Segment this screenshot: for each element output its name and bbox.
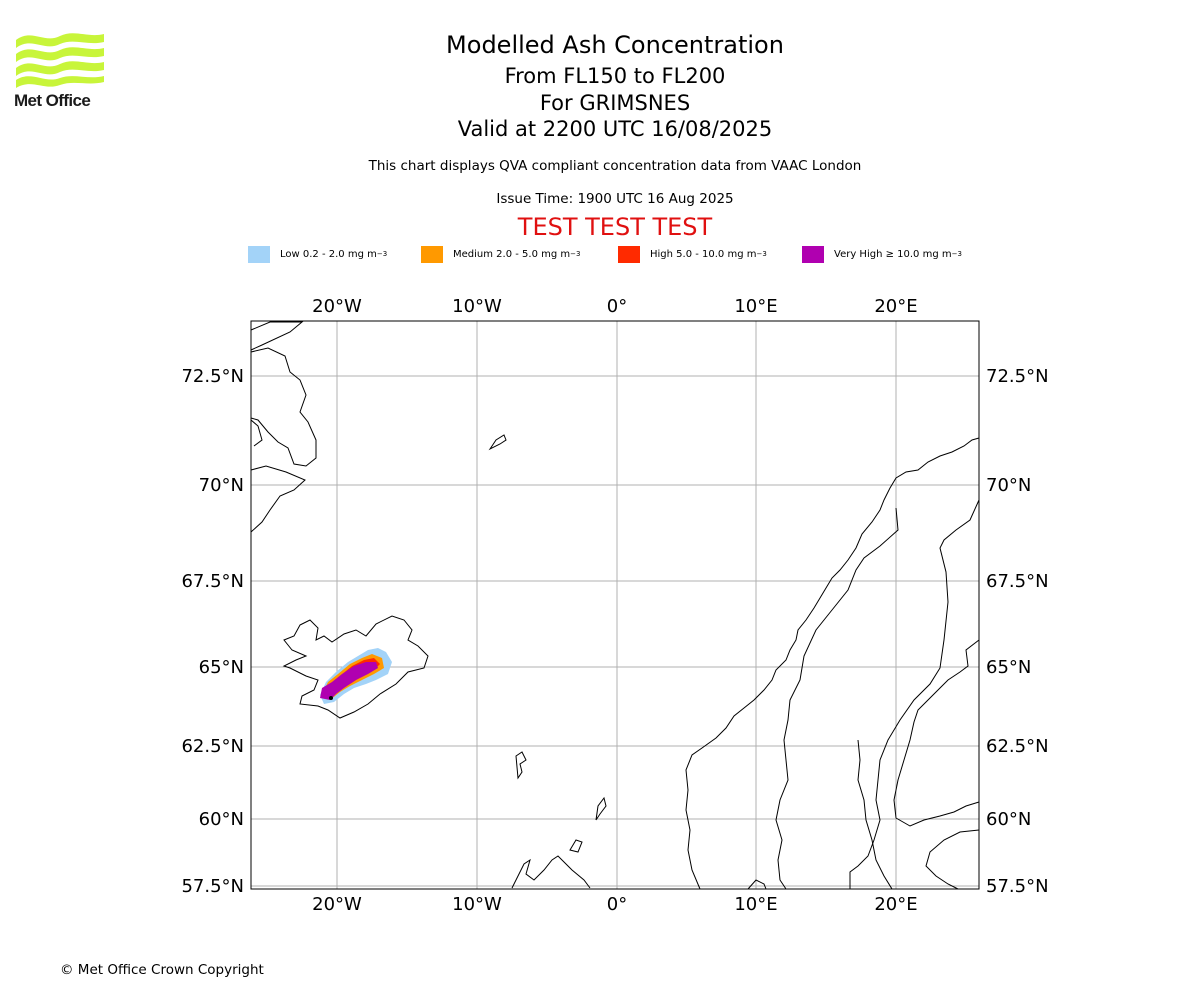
- norway-coast: [685, 437, 980, 890]
- lat-tick-label: 62.5°N: [181, 736, 244, 757]
- denmark-coast: [747, 879, 767, 890]
- lat-tick-label: 60°N: [986, 809, 1031, 830]
- lon-tick-label: 20°W: [312, 296, 362, 317]
- lat-ticks-left: 72.5°N 70°N 67.5°N 65°N 62.5°N 60°N 57.5…: [181, 366, 244, 897]
- ash-cloud: [320, 648, 392, 704]
- lon-tick-label: 20°E: [874, 296, 917, 317]
- valid-time: Valid at 2200 UTC 16/08/2025: [457, 117, 773, 141]
- lat-tick-label: 72.5°N: [986, 366, 1049, 387]
- copyright-notice: © Met Office Crown Copyright: [60, 962, 264, 978]
- legend-swatch-medium: [421, 245, 443, 263]
- data-source-note: This chart displays QVA compliant concen…: [368, 158, 862, 174]
- lon-tick-label: 10°W: [452, 296, 502, 317]
- scotland-coast: [511, 855, 591, 889]
- legend-swatch-high: [618, 245, 640, 263]
- orkney-coast: [569, 839, 583, 853]
- map-gridlines: [251, 321, 979, 889]
- norway-sweden-border: [849, 499, 980, 889]
- lat-tick-label: 72.5°N: [181, 366, 244, 387]
- legend-item-low: Low 0.2 - 2.0 mg m −3: [248, 245, 387, 263]
- greenland-coast: [250, 321, 317, 533]
- legend-item-very-high: Very High ≥ 10.0 mg m −3: [802, 245, 962, 263]
- legend-exponent: −3: [570, 250, 581, 258]
- lon-tick-label: 20°E: [874, 894, 917, 915]
- sweden-east-coast: [857, 739, 893, 890]
- lon-tick-label: 10°W: [452, 894, 502, 915]
- flight-level-range: From FL150 to FL200: [504, 64, 726, 88]
- lat-tick-label: 70°N: [986, 475, 1031, 496]
- legend-swatch-low: [248, 245, 270, 263]
- legend-label-low: Low 0.2 - 2.0 mg m: [280, 248, 377, 260]
- lon-tick-label: 20°W: [312, 894, 362, 915]
- lat-tick-label: 67.5°N: [986, 571, 1049, 592]
- met-office-logo: Met Office: [14, 30, 106, 112]
- lat-tick-label: 60°N: [199, 809, 244, 830]
- shetland-coast: [595, 796, 607, 821]
- lat-tick-label: 62.5°N: [986, 736, 1049, 757]
- coastlines: [250, 321, 980, 890]
- lon-ticks-top: 20°W 10°W 0° 10°E 20°E: [312, 296, 917, 317]
- lon-tick-label: 10°E: [734, 894, 777, 915]
- legend-item-medium: Medium 2.0 - 5.0 mg m −3: [421, 245, 580, 263]
- lat-ticks-right: 72.5°N 70°N 67.5°N 65°N 62.5°N 60°N 57.5…: [986, 366, 1049, 897]
- map-frame: [250, 320, 980, 890]
- legend-label-high: High 5.0 - 10.0 mg m: [650, 248, 757, 260]
- logo-text: Met Office: [14, 91, 91, 110]
- lon-tick-label: 10°E: [734, 296, 777, 317]
- lat-tick-label: 65°N: [986, 657, 1031, 678]
- gulf-of-bothnia-coast: [893, 639, 980, 827]
- test-banner: TEST TEST TEST: [517, 213, 713, 241]
- lat-tick-label: 70°N: [199, 475, 244, 496]
- lat-tick-label: 57.5°N: [181, 876, 244, 897]
- iceland-coast: [282, 615, 429, 719]
- met-office-wave-icon: [16, 33, 104, 88]
- norway-interior-border: [775, 507, 899, 890]
- volcano-name: For GRIMSNES: [539, 91, 691, 115]
- legend-swatch-very-high: [802, 245, 824, 263]
- lon-tick-label: 0°: [607, 894, 627, 915]
- legend-exponent: −3: [951, 250, 962, 258]
- ash-very-high-zone: [320, 662, 378, 700]
- lat-tick-label: 65°N: [199, 657, 244, 678]
- volcano-marker: [329, 696, 333, 700]
- lat-tick-label: 67.5°N: [181, 571, 244, 592]
- legend-label-very-high: Very High ≥ 10.0 mg m: [834, 248, 952, 260]
- lon-tick-label: 0°: [607, 296, 627, 317]
- legend-item-high: High 5.0 - 10.0 mg m −3: [618, 245, 767, 263]
- lon-ticks-bottom: 20°W 10°W 0° 10°E 20°E: [312, 894, 917, 915]
- faroe-coast: [515, 751, 527, 780]
- legend-exponent: −3: [376, 250, 388, 258]
- lat-tick-label: 57.5°N: [986, 876, 1049, 897]
- issue-time: Issue Time: 1900 UTC 16 Aug 2025: [496, 191, 734, 207]
- jan-mayen-coast: [488, 434, 507, 451]
- legend-exponent: −3: [756, 250, 767, 258]
- legend-label-medium: Medium 2.0 - 5.0 mg m: [453, 248, 571, 260]
- chart-title: Modelled Ash Concentration: [446, 31, 784, 59]
- baltic-coast: [925, 829, 980, 890]
